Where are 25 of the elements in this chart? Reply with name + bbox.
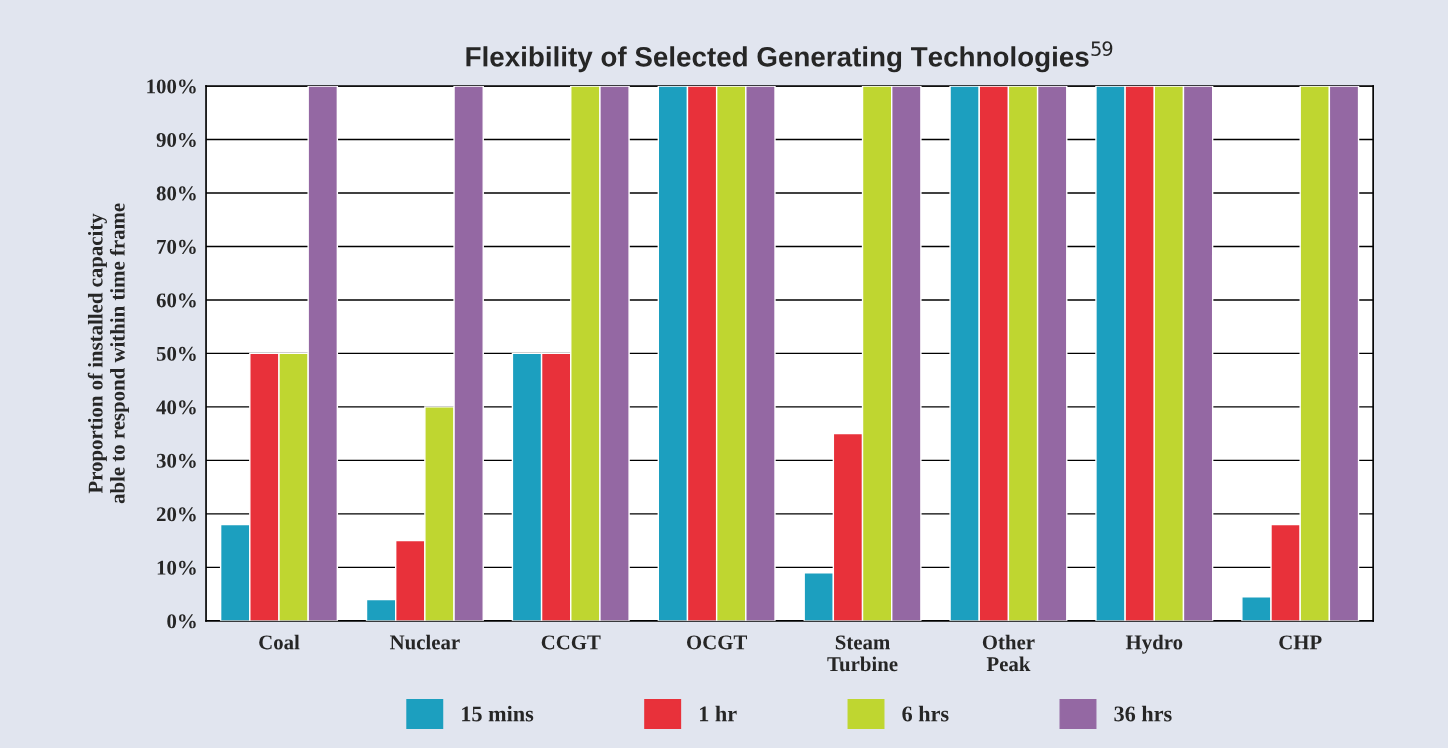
x-tick-label: Other Peak (982, 634, 1035, 672)
y-tick-label: 100% (147, 79, 196, 94)
y-tick-label: 80% (156, 186, 196, 201)
x-tick-label: Steam Turbine (827, 635, 898, 672)
legend-label: 6 hrs (902, 705, 949, 722)
x-tick-label: CCGT (541, 635, 601, 650)
chart-title: Flexibility of Selected Generating Technologies$^{59}$ (466, 41, 1113, 73)
x-tick-label: CHP (1279, 635, 1322, 650)
y-tick-label: 20% (156, 507, 196, 522)
y-tick-label: 90% (156, 132, 196, 147)
x-tick-label: OCGT (686, 635, 748, 650)
y-tick-label: 70% (157, 239, 196, 254)
x-tick-label: Hydro (1125, 634, 1183, 654)
legend-label: 36 hrs (1114, 705, 1172, 722)
y-tick-label: 40% (156, 400, 196, 415)
y-tick-label: 50% (156, 346, 196, 361)
y-tick-label: 30% (156, 453, 196, 468)
y-axis-title: Proportion of installed capacity able to respond within time frame (87, 203, 129, 504)
y-tick-label: 0% (167, 614, 196, 629)
x-tick-label: Coal (259, 634, 300, 650)
legend-label: 1 hr (700, 705, 737, 722)
y-tick-label: 10% (157, 560, 196, 575)
y-tick-label: 60% (156, 293, 196, 308)
x-tick-label: Nuclear (389, 634, 460, 650)
legend-label: 15 mins (462, 705, 534, 722)
